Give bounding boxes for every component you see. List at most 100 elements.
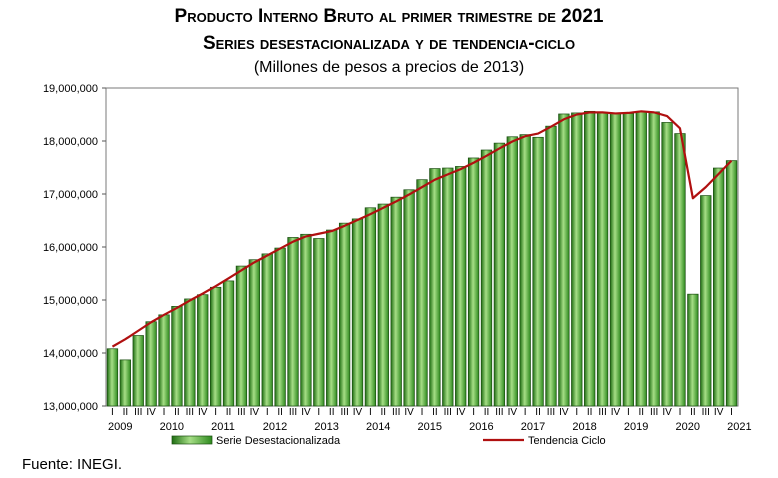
- bar-2011-III: [235, 265, 248, 407]
- legend-bar-label: Serie Desestacionalizada: [216, 435, 341, 447]
- x-year-label: 2018: [572, 421, 596, 433]
- bar-2013-III: [338, 222, 351, 407]
- bar-2015-IV: [455, 166, 467, 407]
- bar-2019-II: [635, 111, 647, 407]
- bar-2021-I: [725, 160, 738, 407]
- legend-bar-swatch: [171, 435, 213, 445]
- x-quarter-label: II: [123, 407, 129, 418]
- chart-units: (Millones de pesos a precios de 2013): [253, 59, 525, 76]
- x-year-label: 2013: [314, 421, 338, 433]
- x-quarter-label: IV: [404, 407, 414, 418]
- x-year-label: 2014: [366, 421, 390, 433]
- bar-2016-IV: [506, 136, 518, 407]
- source-note: Fuente: INEGI.: [22, 456, 123, 473]
- x-quarter-label: IV: [611, 407, 621, 418]
- chart-subtitle: Series desestacionalizada y de tendencia…: [202, 33, 576, 54]
- x-quarter-label: II: [432, 407, 438, 418]
- x-quarter-label: III: [547, 407, 555, 418]
- bar-2009-III: [132, 335, 144, 407]
- x-quarter-label: IV: [559, 407, 569, 418]
- x-quarter-label: II: [587, 407, 593, 418]
- x-quarter-label: I: [524, 407, 527, 418]
- y-tick-label: 13,000,000: [43, 401, 98, 413]
- bar-2020-III: [700, 195, 712, 407]
- bar-2017-IV: [558, 113, 570, 407]
- legend-line-label: Tendencia Ciclo: [528, 435, 606, 447]
- bar-2016-II: [480, 149, 493, 407]
- bar-2009-II: [119, 359, 131, 407]
- y-tick-label: 17,000,000: [43, 189, 98, 201]
- x-quarter-label: I: [111, 407, 114, 418]
- x-quarter-label: IV: [714, 407, 724, 418]
- bar-2019-III: [648, 111, 660, 407]
- bar-2009-IV: [145, 321, 157, 407]
- bar-2010-II: [171, 306, 183, 407]
- bar-2012-IV: [300, 233, 312, 407]
- x-quarter-label: II: [329, 407, 335, 418]
- x-quarter-label: I: [575, 407, 578, 418]
- bar-2019-I: [622, 113, 635, 407]
- y-axis: 13,000,000 14,000,000 15,000,000 16,000,000…: [43, 83, 106, 413]
- bar-2009-I: [106, 348, 119, 407]
- x-quarter-label: III: [444, 407, 452, 418]
- y-tick-label: 16,000,000: [43, 242, 98, 254]
- x-quarter-label: I: [266, 407, 269, 418]
- x-year-label: 2015: [418, 421, 442, 433]
- x-quarter-label: IV: [508, 407, 518, 418]
- x-quarter-label: I: [317, 407, 320, 418]
- x-quarter-label: IV: [250, 407, 260, 418]
- x-quarter-label: III: [237, 407, 245, 418]
- bar-2012-II: [274, 247, 286, 407]
- x-year-label: 2020: [676, 421, 700, 433]
- x-quarter-label: II: [226, 407, 232, 418]
- bar-2018-II: [584, 110, 596, 407]
- x-quarter-label: III: [598, 407, 606, 418]
- x-quarter-label: III: [650, 407, 658, 418]
- bar-2017-I: [519, 134, 531, 407]
- bar-2019-IV: [661, 122, 673, 407]
- x-quarter-label: II: [174, 407, 180, 418]
- x-year-label: 2019: [624, 421, 648, 433]
- bar-2013-IV: [351, 218, 364, 407]
- x-year-label: 2016: [469, 421, 493, 433]
- bar-2014-IV: [403, 189, 415, 407]
- x-quarter-label: II: [535, 407, 541, 418]
- x-quarter-label: I: [214, 407, 217, 418]
- bar-series: [106, 110, 738, 407]
- trend-line: [111, 110, 733, 348]
- bar-2015-II: [429, 168, 441, 407]
- x-quarter-label: IV: [456, 407, 466, 418]
- x-quarter-label: II: [381, 407, 387, 418]
- x-quarter-label: IV: [198, 407, 208, 418]
- x-quarter-label: II: [638, 407, 644, 418]
- bar-2016-I: [467, 157, 480, 407]
- x-year-label: 2010: [160, 421, 184, 433]
- x-quarter-label: I: [472, 407, 475, 418]
- bar-2010-III: [184, 298, 196, 407]
- chart-title: Producto Interno Bruto al primer trimest…: [174, 6, 604, 27]
- x-quarter-label: III: [340, 407, 348, 418]
- x-quarter-label: II: [484, 407, 490, 418]
- x-quarter-label: III: [134, 407, 142, 418]
- bar-2018-I: [571, 112, 583, 407]
- x-quarter-label: III: [186, 407, 194, 418]
- bar-2010-I: [158, 314, 170, 407]
- bar-2011-I: [209, 286, 222, 407]
- x-quarter-label: III: [289, 407, 297, 418]
- x-quarter-label: IV: [662, 407, 672, 418]
- bar-2014-II: [377, 203, 389, 407]
- x-quarter-label: I: [421, 407, 424, 418]
- x-year-label: 2011: [211, 421, 235, 433]
- bar-2020-IV: [713, 167, 725, 407]
- x-quarter-label: III: [702, 407, 710, 418]
- y-tick-label: 14,000,000: [43, 348, 98, 360]
- bar-2018-III: [596, 112, 609, 407]
- x-quarter-label: III: [392, 407, 400, 418]
- x-year-label: 2017: [521, 421, 545, 433]
- bar-2018-IV: [609, 113, 622, 407]
- bar-2011-II: [222, 280, 235, 407]
- bar-2016-III: [493, 142, 506, 407]
- x-quarter-label: I: [679, 407, 682, 418]
- bar-2012-III: [287, 237, 299, 407]
